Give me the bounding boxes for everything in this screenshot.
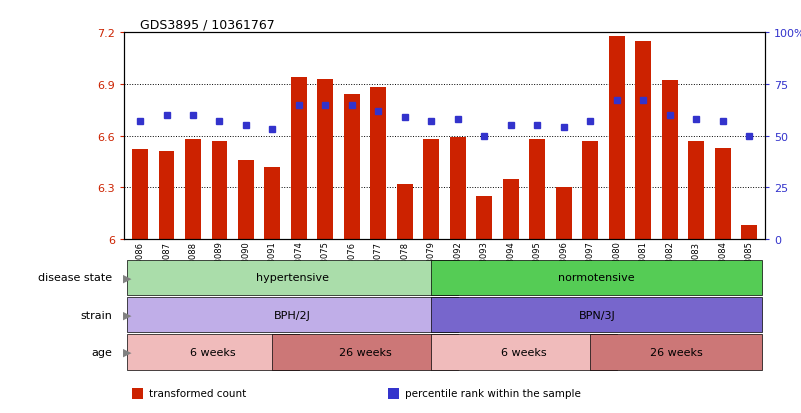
Text: 6 weeks: 6 weeks [190, 347, 235, 357]
Text: transformed count: transformed count [149, 388, 246, 399]
Text: BPN/3J: BPN/3J [578, 310, 615, 320]
Bar [424, 140, 439, 240]
Bar [238, 160, 254, 240]
Bar [529, 140, 545, 240]
Bar [609, 36, 625, 240]
Bar [714, 148, 731, 240]
Bar [185, 140, 201, 240]
Bar [396, 185, 413, 240]
Bar [159, 152, 175, 240]
Text: ▶: ▶ [123, 347, 131, 357]
Bar [132, 150, 148, 240]
Bar [317, 79, 333, 240]
Text: age: age [91, 347, 112, 357]
Text: strain: strain [80, 310, 112, 320]
Bar [344, 95, 360, 240]
Text: 6 weeks: 6 weeks [501, 347, 547, 357]
Bar [291, 78, 307, 240]
Bar [503, 179, 519, 240]
Bar [477, 197, 493, 240]
Bar [688, 141, 704, 240]
Bar [635, 42, 651, 240]
Bar [264, 167, 280, 240]
Bar [556, 188, 572, 240]
Bar [741, 226, 757, 240]
Text: 26 weeks: 26 weeks [650, 347, 702, 357]
Text: percentile rank within the sample: percentile rank within the sample [405, 388, 582, 399]
Text: hypertensive: hypertensive [256, 273, 328, 283]
Bar [662, 81, 678, 240]
Text: GDS3895 / 10361767: GDS3895 / 10361767 [140, 19, 275, 31]
Text: BPH/2J: BPH/2J [274, 310, 311, 320]
Text: 26 weeks: 26 weeks [339, 347, 392, 357]
Bar [370, 88, 386, 240]
Text: normotensive: normotensive [558, 273, 635, 283]
Text: ▶: ▶ [123, 310, 131, 320]
Text: ▶: ▶ [123, 273, 131, 283]
Bar [450, 138, 465, 240]
Bar [582, 141, 598, 240]
Text: disease state: disease state [38, 273, 112, 283]
Bar [211, 141, 227, 240]
